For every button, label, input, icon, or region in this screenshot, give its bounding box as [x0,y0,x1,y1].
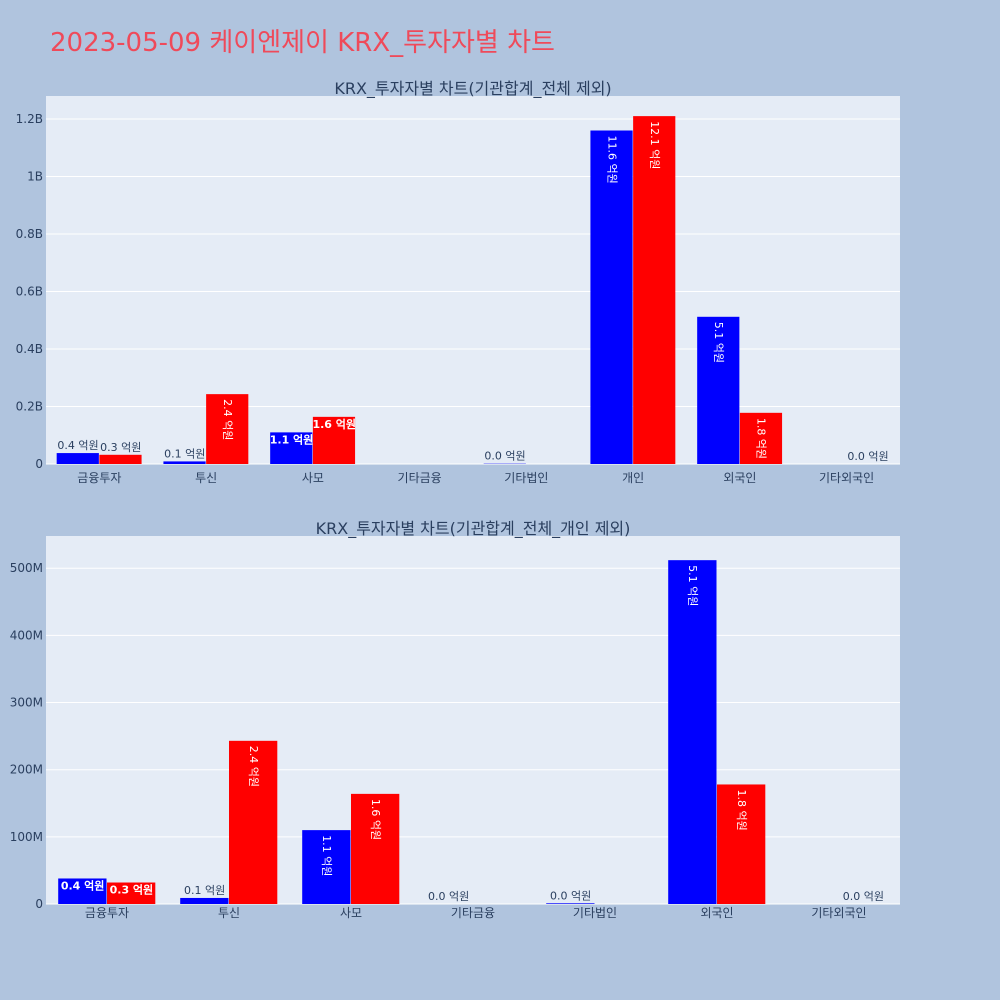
data-label: 0.0 억원 [484,450,525,463]
data-label: 0.4 억원 [57,439,98,452]
chart-title: KRX_투자자별 차트(기관합계_전체_개인 제외) [316,519,631,539]
data-label: 0.1 억원 [184,884,225,897]
data-label: 5.1 억원 [712,322,725,363]
bar [99,454,142,464]
data-label: 5.1 억원 [686,565,699,606]
x-tick-label: 사모 [340,906,362,920]
bar [739,412,783,464]
data-label: 0.0 억원 [428,890,469,903]
bar [717,784,766,904]
chart-excluding-institution-individual: KRX_투자자별 차트(기관합계_전체_개인 제외) 0 100M 200M 300M 4… [10,519,900,920]
data-label: 1.8 억원 [735,789,748,830]
data-label: 2.4 억원 [221,399,234,440]
x-tick-label: 기타법인 [504,471,548,485]
bar [668,560,717,904]
bar [58,878,107,904]
data-label: 2.4 억원 [247,746,260,787]
y-tick-label: 500M [10,561,43,575]
data-label: 1.6 억원 [312,417,356,431]
bar [633,116,676,464]
plot-area [46,96,900,464]
x-tick-label: 기타법인 [573,906,617,920]
x-tick-label: 외국인 [723,471,756,485]
bar [697,316,740,464]
y-tick-label: 1.2B [16,112,43,126]
data-label: 0.0 억원 [843,890,884,903]
bar [229,740,278,904]
x-tick-label: 외국인 [700,906,733,920]
bar [206,394,249,464]
y-tick-label: 400M [10,628,43,642]
data-label: 12.1 억원 [648,121,661,169]
data-label: 0.1 억원 [164,447,205,460]
x-tick-label: 금융투자 [77,471,121,485]
data-label: 0.3 억원 [100,441,141,454]
x-tick-label: 사모 [302,471,324,485]
data-label: 0.3 억원 [110,883,154,897]
data-label: 11.6 억원 [605,136,618,184]
bar [351,793,400,904]
data-label: 0.4 억원 [61,878,105,892]
plot-area [46,536,900,904]
data-label: 1.1 억원 [270,432,314,446]
x-tick-label: 기타금융 [398,471,442,485]
x-tick-label: 개인 [622,471,644,485]
data-label: 1.6 억원 [369,799,382,840]
page-title: 2023-05-09 케이엔제이 KRX_투자자별 차트 [50,28,555,58]
x-tick-label: 금융투자 [85,906,129,920]
bar [546,903,595,904]
bar [270,432,313,464]
data-label: 1.8 억원 [755,418,768,459]
y-tick-label: 200M [10,763,43,777]
y-tick-label: 1B [27,170,43,184]
data-label: 0.0 억원 [847,450,888,463]
y-tick-label: 0.8B [16,227,43,241]
data-label: 0.0 억원 [550,889,591,902]
bar [590,130,633,464]
bar [56,453,99,464]
x-tick-label: 투신 [218,906,240,920]
y-tick-label: 0.4B [16,342,43,356]
y-tick-label: 0.2B [16,400,43,414]
x-tick-label: 기타외국인 [819,471,874,485]
bar [180,897,229,904]
bar [302,830,351,904]
x-tick-label: 투신 [195,471,217,485]
chart-excluding-institution-total: KRX_투자자별 차트(기관합계_전체 제외) 0 0.2B 0.4B 0.6B 0.8B… [16,79,900,485]
x-tick-label: 기타금융 [451,906,495,920]
x-tick-label: 기타외국인 [811,906,866,920]
data-label: 1.1 억원 [320,835,333,876]
y-tick-label: 0 [35,897,43,911]
bar [107,882,156,904]
y-tick-label: 0.6B [16,285,43,299]
bar [312,416,356,464]
bar [163,461,206,464]
y-tick-label: 0 [35,457,43,471]
chart-title: KRX_투자자별 차트(기관합계_전체 제외) [334,79,611,99]
y-tick-label: 300M [10,696,43,710]
y-tick-label: 100M [10,830,43,844]
